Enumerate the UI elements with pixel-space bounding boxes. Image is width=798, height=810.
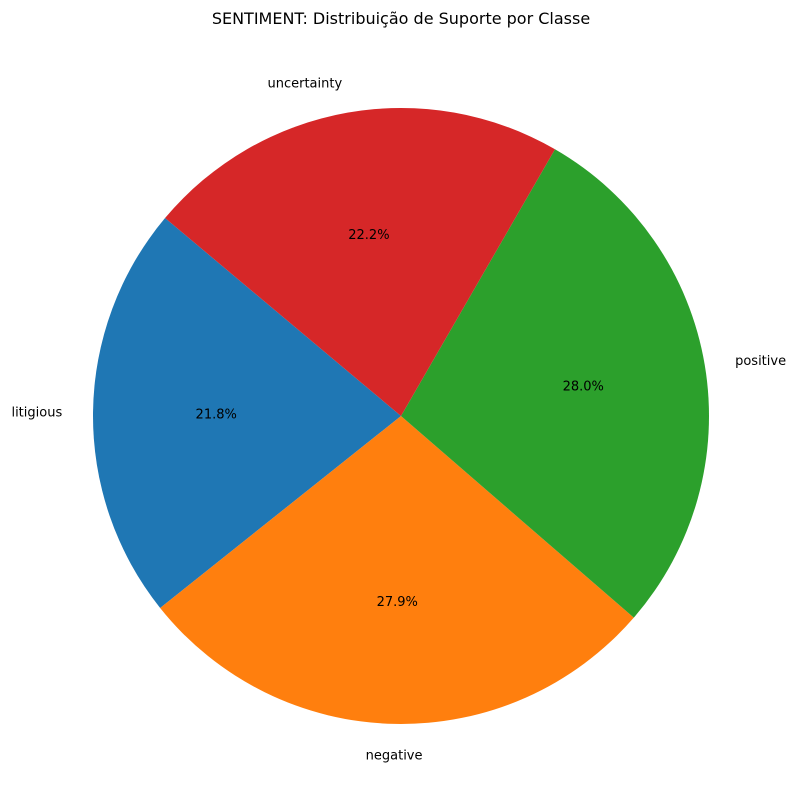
pie-slice-uncertainty (165, 108, 555, 417)
slice-percent-negative: 27.9% (377, 595, 418, 610)
chart-title: SENTIMENT: Distribuição de Suporte por C… (212, 9, 590, 28)
slice-label-negative: negative (366, 749, 423, 764)
slice-percent-litigious: 21.8% (196, 408, 237, 423)
pie-slice-positive (401, 149, 709, 618)
slice-label-litigious: litigious (11, 406, 62, 421)
slice-percent-positive: 28.0% (563, 379, 604, 394)
slice-label-uncertainty: uncertainty (267, 76, 342, 91)
slice-percent-uncertainty: 22.2% (348, 228, 389, 243)
pie-slice-litigious (92, 218, 401, 608)
pie-slice-negative (160, 416, 634, 724)
pie-slices (92, 108, 709, 724)
slice-label-positive: positive (735, 354, 786, 369)
pie-labels: litigious 21.8% negative 27.9% positive 28.0%… (11, 76, 786, 763)
